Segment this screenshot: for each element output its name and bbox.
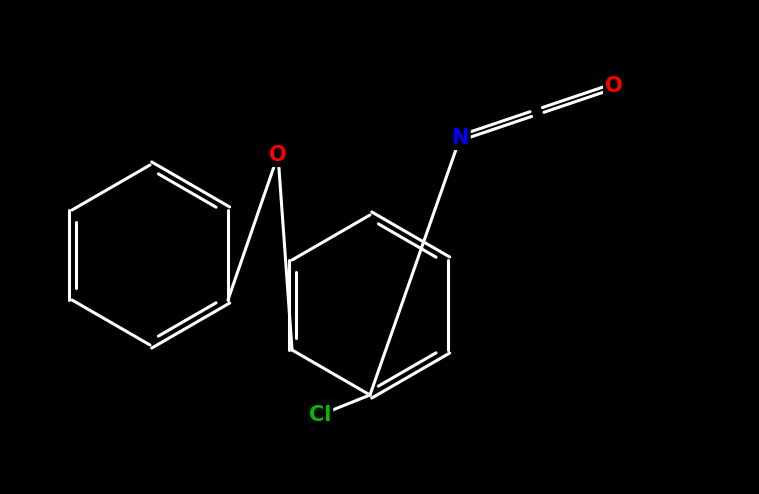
Text: O: O [269,145,287,165]
Text: N: N [452,128,469,148]
Text: O: O [605,76,623,96]
Text: Cl: Cl [309,405,331,425]
